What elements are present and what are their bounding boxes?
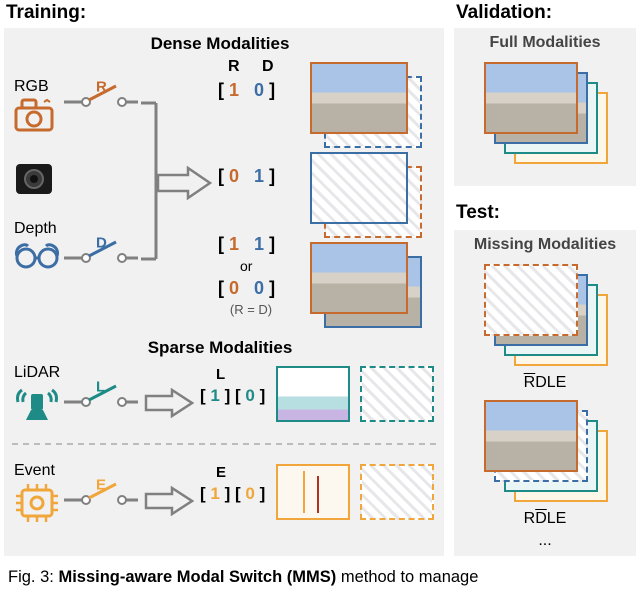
stack1-r: R — [524, 374, 536, 391]
lidar-vec-off: 0 — [245, 386, 254, 405]
svg-text:D: D — [96, 236, 107, 251]
lidar-vec: [ 1 ] [ 0 ] — [200, 386, 265, 406]
test-stack-2-label: RDLE — [454, 510, 636, 528]
stack2-r: R — [524, 510, 536, 527]
lidar-label: LiDAR — [14, 364, 60, 382]
validation-title: Validation: — [456, 2, 552, 24]
test-subtitle: Missing Modalities — [454, 236, 636, 254]
header-d: D — [262, 58, 274, 76]
test-dots: ... — [454, 532, 636, 550]
event-vec-off: 0 — [245, 484, 254, 503]
test-stack-1-label: RDLE — [454, 374, 636, 392]
sparse-divider — [12, 442, 436, 446]
svg-text:L: L — [96, 380, 105, 395]
stack2-rest: LE — [547, 510, 567, 527]
validation-subtitle: Full Modalities — [454, 34, 636, 52]
vec-01-d: 1 — [254, 166, 264, 186]
vec-10-d: 0 — [254, 80, 264, 100]
vec-00: [ 0 0 ] — [218, 278, 275, 299]
vec-11-r: 1 — [229, 234, 239, 254]
event-thumb — [276, 464, 350, 520]
test-title: Test: — [456, 202, 500, 224]
depth-switch: D — [60, 236, 140, 276]
training-title: Training: — [6, 2, 86, 24]
svg-text:R: R — [96, 80, 107, 95]
dense-arrow-icon — [156, 166, 212, 200]
vec-10-r: 1 — [229, 80, 239, 100]
vec-01: [ 0 1 ] — [218, 166, 275, 187]
event-vec-on: 1 — [210, 484, 219, 503]
rd-eq: (R = D) — [214, 302, 288, 317]
vec-10: [ 1 0 ] — [218, 80, 275, 101]
chip-icon — [14, 482, 60, 524]
event-switch: E — [60, 478, 140, 518]
depth-label: Depth — [14, 220, 57, 238]
lidar-icon — [14, 384, 60, 424]
caption-main: Missing-aware Modal Switch (MMS) — [58, 568, 336, 586]
vec-01-r: 0 — [229, 166, 239, 186]
header-l: L — [216, 366, 225, 383]
header-r: R — [228, 58, 240, 76]
stack2-d: D — [535, 510, 547, 527]
vec-or: or — [240, 258, 252, 274]
rgb-label: RGB — [14, 78, 49, 96]
event-arrow-icon — [144, 486, 194, 516]
svg-text:E: E — [96, 478, 106, 493]
caption-fig: Fig. 3: — [8, 568, 54, 586]
sparse-modalities-title: Sparse Modalities — [120, 338, 320, 358]
event-vec: [ 1 ] [ 0 ] — [200, 484, 265, 504]
lidar-arrow-icon — [144, 388, 194, 418]
dense-modalities-title: Dense Modalities — [120, 34, 320, 54]
header-e: E — [216, 464, 226, 481]
stereo-icon — [14, 240, 62, 272]
vec-11-d: 1 — [254, 234, 264, 254]
camera-icon — [14, 98, 56, 132]
rgb-switch: R — [60, 80, 140, 120]
figure-caption: Fig. 3: Missing-aware Modal Switch (MMS)… — [0, 562, 640, 587]
vec-11: [ 1 1 ] — [218, 234, 275, 255]
stack1-rest: DLE — [535, 374, 566, 391]
event-label: Event — [14, 462, 55, 480]
vec-00-r: 0 — [229, 278, 239, 298]
vec-00-d: 0 — [254, 278, 264, 298]
lidar-switch: L — [60, 380, 140, 420]
lidar-vec-on: 1 — [210, 386, 219, 405]
caption-rest: method to manage — [336, 568, 478, 586]
sensor-icon — [14, 158, 58, 200]
